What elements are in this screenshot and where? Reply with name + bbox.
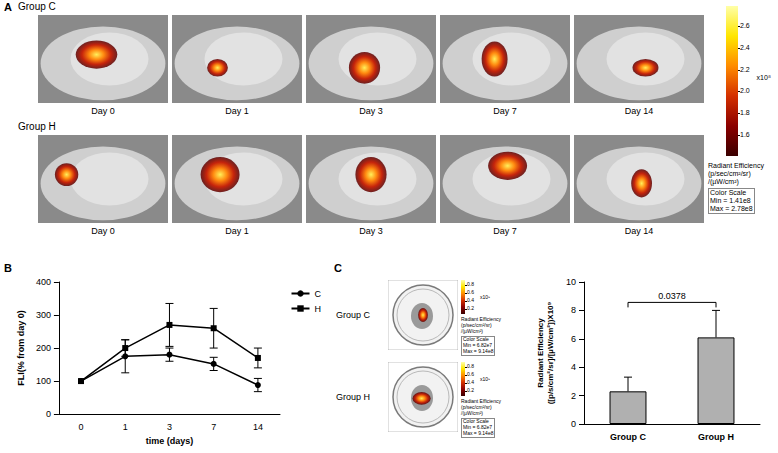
svg-text:1: 1 <box>123 422 128 432</box>
html-text:x10⁹: x10⁹ <box>480 376 491 383</box>
html-text:2.6: 2.6 <box>740 21 750 29</box>
svg-text:H: H <box>315 304 322 314</box>
html-text:0.8: 0.8 <box>467 362 474 369</box>
html-text:Group C: Group C <box>18 1 56 12</box>
svg-text:FLI(% from day 0): FLI(% from day 0) <box>16 310 26 386</box>
svg-text:3: 3 <box>167 422 172 432</box>
html-text:Day 14: Day 14 <box>624 106 654 116</box>
html-text:1.6: 1.6 <box>740 131 750 139</box>
html-text:Color Scale Min = 6.82e7 Max =: Color Scale Min = 6.82e7 Max = 9.14e8 <box>463 336 494 354</box>
html-text:2.4: 2.4 <box>740 43 750 51</box>
html-text:x10⁸: x10⁸ <box>756 73 771 81</box>
svg-text:4: 4 <box>571 362 576 372</box>
html-text:0.8: 0.8 <box>467 280 474 287</box>
html-text:Radiant Efficiency (p/sec/cm²/: Radiant Efficiency (p/sec/cm²/sr) /(µW/c… <box>708 162 764 186</box>
html-text:Day 3: Day 3 <box>359 226 383 236</box>
html-text:Color Scale Min = 6.82e7 Max =: Color Scale Min = 6.82e7 Max = 9.14e8 <box>463 418 494 436</box>
html-text:Radiant Efficiency (p/sec/cm²/: Radiant Efficiency (p/sec/cm²/sr) /(µW/c… <box>461 316 501 334</box>
svg-text:10: 10 <box>566 277 576 287</box>
html-text:Day 3: Day 3 <box>359 106 383 116</box>
html-text:Group H: Group H <box>18 121 56 132</box>
svg-text:6: 6 <box>571 334 576 344</box>
html-text:Group H: Group H <box>336 392 370 402</box>
svg-text:Group C: Group C <box>610 432 646 442</box>
svg-text:Radiant Efficiency: Radiant Efficiency <box>536 318 545 388</box>
html-text:B: B <box>4 262 12 274</box>
svg-text:2: 2 <box>571 391 576 401</box>
svg-text:400: 400 <box>36 277 51 287</box>
html-text:x10⁹: x10⁹ <box>480 294 491 301</box>
svg-text:8: 8 <box>571 305 576 315</box>
svg-text:0: 0 <box>79 422 84 432</box>
html-text:Day 7: Day 7 <box>493 226 517 236</box>
html-text:2.0: 2.0 <box>740 87 750 95</box>
svg-text:C: C <box>315 289 322 299</box>
svg-text:Group H: Group H <box>698 432 734 442</box>
svg-text:300: 300 <box>36 310 51 320</box>
html-text:0.6: 0.6 <box>467 370 474 377</box>
svg-text:0: 0 <box>46 409 51 419</box>
svg-text:7: 7 <box>211 422 216 432</box>
html-text:Day 1: Day 1 <box>225 106 249 116</box>
html-text:Color Scale Min = 1.41e8 Max =: Color Scale Min = 1.41e8 Max = 2.78e8 <box>710 189 753 213</box>
html-text:0.2: 0.2 <box>467 386 474 393</box>
svg-text:0.0378: 0.0378 <box>658 291 686 301</box>
html-text:Day 0: Day 0 <box>91 226 115 236</box>
html-text:A: A <box>4 1 12 13</box>
svg-text:200: 200 <box>36 343 51 353</box>
svg-text:0: 0 <box>571 419 576 429</box>
svg-text:14: 14 <box>253 422 263 432</box>
html-text:0.2: 0.2 <box>467 304 474 311</box>
html-text:1.8: 1.8 <box>740 109 750 117</box>
html-text:Day 0: Day 0 <box>91 106 115 116</box>
svg-text:100: 100 <box>36 376 51 386</box>
html-text:0.4: 0.4 <box>467 378 474 385</box>
html-text:2.2: 2.2 <box>740 65 750 73</box>
html-text:0.4: 0.4 <box>467 296 474 303</box>
html-text:Day 14: Day 14 <box>624 226 654 236</box>
html-text:Day 1: Day 1 <box>225 226 249 236</box>
svg-text:time (days): time (days) <box>146 436 194 446</box>
html-text:C: C <box>334 262 342 274</box>
html-text:Day 7: Day 7 <box>493 106 517 116</box>
html-text:Group C: Group C <box>336 310 370 320</box>
svg-text:([p/s/cm²/sr]/[µW/cm²])X10⁹: ([p/s/cm²/sr]/[µW/cm²])X10⁹ <box>546 301 555 404</box>
html-text:Radiant Efficiency (p/sec/cm²/: Radiant Efficiency (p/sec/cm²/sr) /(µW/c… <box>461 398 501 416</box>
html-text:0.6: 0.6 <box>467 288 474 295</box>
